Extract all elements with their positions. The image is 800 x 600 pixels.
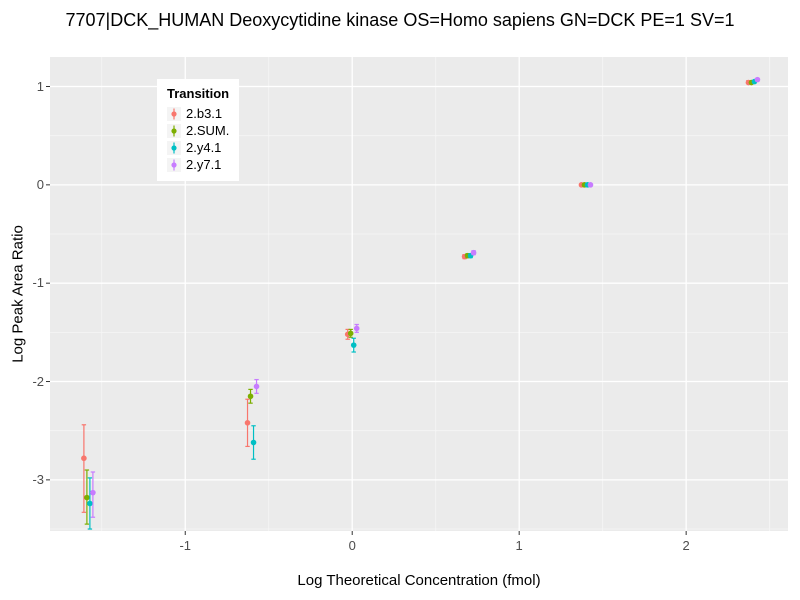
legend-label: 2.y7.1 <box>186 157 222 172</box>
data-point <box>470 249 477 256</box>
legend-title: Transition <box>167 86 230 101</box>
legend-item: 2.y7.1 <box>167 156 229 173</box>
chart-title: 7707|DCK_HUMAN Deoxycytidine kinase OS=H… <box>65 10 735 30</box>
legend: Transition 2.b3.1 2.SUM. 2.y4.1 2.y7.1 <box>157 79 240 181</box>
legend-label: 2.y4.1 <box>186 140 222 155</box>
legend-label: 2.SUM. <box>186 123 230 138</box>
x-tick-label: 1 <box>515 538 523 553</box>
data-point <box>754 76 761 83</box>
data-point <box>90 489 96 496</box>
legend-item: 2.y4.1 <box>167 139 229 156</box>
series-2.y7.1 <box>90 76 761 518</box>
data-point <box>253 383 260 390</box>
tick-marks <box>46 86 687 535</box>
legend-item: 2.SUM. <box>167 122 229 139</box>
data-point <box>587 182 594 188</box>
legend-key-pointrange-icon <box>167 157 181 172</box>
legend-key-pointrange-icon <box>167 140 181 155</box>
data-point <box>87 500 93 507</box>
data-point <box>84 494 90 501</box>
legend-key-pointrange-icon <box>167 123 181 138</box>
legend-key-pointrange-icon <box>167 106 181 121</box>
x-axis-label: Log Theoretical Concentration (fmol) <box>297 572 541 589</box>
data-point <box>250 439 257 446</box>
y-tick-label: -3 <box>32 471 44 487</box>
gridlines-minor <box>50 57 788 531</box>
data-point <box>81 455 87 462</box>
legend-item: 2.b3.1 <box>167 105 229 122</box>
y-tick-label: 1 <box>36 78 44 94</box>
data-point <box>247 393 254 400</box>
legend-label: 2.b3.1 <box>186 106 223 121</box>
x-tick-label: 2 <box>682 538 690 553</box>
y-tick-label: 0 <box>36 176 44 192</box>
y-tick-label: -2 <box>32 373 44 389</box>
x-tick-label: 0 <box>348 538 356 553</box>
y-axis-label: Log Peak Area Ratio <box>9 225 27 363</box>
data-point <box>244 420 251 426</box>
data-point <box>353 325 360 332</box>
data-point <box>350 342 357 348</box>
data-point <box>347 330 354 337</box>
x-tick-label: -1 <box>179 538 192 553</box>
